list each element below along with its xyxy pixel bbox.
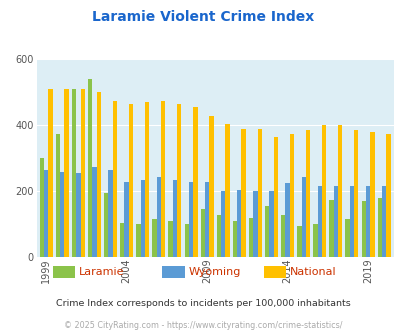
Bar <box>113 101 117 257</box>
Bar <box>280 214 285 257</box>
Bar <box>289 134 293 257</box>
Bar <box>313 224 317 257</box>
Bar <box>60 172 64 257</box>
Bar <box>333 186 337 257</box>
Bar <box>168 221 173 257</box>
Bar <box>369 132 374 257</box>
Bar <box>124 182 128 257</box>
Bar <box>386 134 390 257</box>
Bar <box>200 209 205 257</box>
Text: National: National <box>290 267 336 277</box>
Bar <box>128 104 133 257</box>
Text: Wyoming: Wyoming <box>188 267 241 277</box>
Bar <box>301 177 305 257</box>
Bar <box>96 92 101 257</box>
Bar <box>80 89 85 257</box>
Bar <box>88 79 92 257</box>
Bar <box>248 218 253 257</box>
Bar <box>232 221 237 257</box>
Bar <box>156 177 161 257</box>
Bar <box>321 125 326 257</box>
Bar <box>264 206 269 257</box>
Text: Laramie Violent Crime Index: Laramie Violent Crime Index <box>92 10 313 24</box>
Bar <box>136 224 140 257</box>
Bar <box>257 129 261 257</box>
Bar <box>361 201 365 257</box>
Bar <box>140 180 145 257</box>
Bar <box>40 158 44 257</box>
Bar <box>161 101 165 257</box>
Bar <box>177 104 181 257</box>
Bar <box>269 191 273 257</box>
Bar <box>216 214 220 257</box>
Bar <box>345 219 349 257</box>
Bar <box>120 223 124 257</box>
Bar <box>305 130 309 257</box>
Text: Laramie: Laramie <box>79 267 124 277</box>
Bar <box>365 186 369 257</box>
Bar <box>184 224 188 257</box>
Bar <box>237 190 241 257</box>
Bar <box>317 186 321 257</box>
Bar <box>193 107 197 257</box>
Bar <box>285 183 289 257</box>
Bar <box>55 134 60 257</box>
Bar <box>72 89 76 257</box>
Bar <box>296 226 301 257</box>
Text: Crime Index corresponds to incidents per 100,000 inhabitants: Crime Index corresponds to incidents per… <box>55 299 350 308</box>
Bar <box>209 115 213 257</box>
Bar <box>152 219 156 257</box>
Bar <box>64 89 68 257</box>
Bar <box>145 102 149 257</box>
Bar <box>76 173 80 257</box>
Bar <box>104 193 108 257</box>
Bar <box>205 182 209 257</box>
Bar <box>349 186 353 257</box>
Bar <box>353 130 358 257</box>
Bar <box>253 191 257 257</box>
Bar <box>381 186 386 257</box>
Bar <box>328 200 333 257</box>
Bar <box>377 198 381 257</box>
Text: © 2025 CityRating.com - https://www.cityrating.com/crime-statistics/: © 2025 CityRating.com - https://www.city… <box>64 321 341 330</box>
Bar <box>188 182 193 257</box>
Bar <box>48 89 53 257</box>
Bar <box>44 170 48 257</box>
Bar <box>337 125 341 257</box>
Bar <box>173 180 177 257</box>
Bar <box>92 167 96 257</box>
Bar <box>220 191 225 257</box>
Bar <box>273 137 277 257</box>
Bar <box>241 129 245 257</box>
Bar <box>108 170 113 257</box>
Bar <box>225 124 229 257</box>
